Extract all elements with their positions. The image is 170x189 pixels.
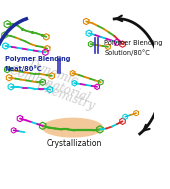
Text: Polymer Blending
Neat/80°C: Polymer Blending Neat/80°C	[5, 56, 70, 72]
Text: Polymer Blending
Solution/80°C: Polymer Blending Solution/80°C	[104, 40, 163, 56]
Text: Dynamic: Dynamic	[26, 58, 79, 88]
Text: Crystallization: Crystallization	[47, 139, 102, 148]
Ellipse shape	[42, 118, 104, 138]
Text: Combinatorial: Combinatorial	[8, 63, 92, 105]
Text: Chemistry: Chemistry	[34, 80, 96, 113]
